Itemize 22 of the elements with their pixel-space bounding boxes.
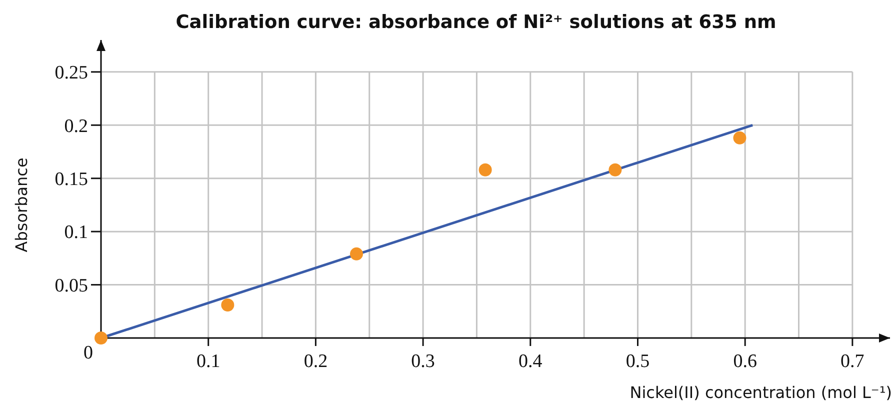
point	[94, 332, 108, 344]
y-tick-label: 0.1	[64, 222, 88, 244]
y-tick-label: 0.05	[54, 275, 88, 296]
x-tick-label: 0.1	[196, 351, 220, 372]
x-axis-title: Nickel(II) concentration (mol L⁻¹)	[630, 383, 892, 402]
x-tick-label: 0.3	[411, 351, 435, 372]
point	[478, 163, 492, 176]
x-tick-label: 0.7	[840, 351, 864, 372]
point	[733, 131, 746, 144]
y-axis-title: Absorbance	[12, 158, 31, 252]
y-tick-label: 0.25	[54, 62, 88, 84]
point	[350, 247, 363, 260]
x-tick-label: 0.2	[304, 351, 328, 372]
x-tick-label: 0.6	[733, 351, 757, 372]
point	[221, 298, 234, 312]
point	[608, 163, 622, 176]
y-tick-label: 0.2	[64, 116, 88, 137]
chart-title: Calibration curve: absorbance of Ni²⁺ solutions at 635 nm	[176, 12, 776, 33]
x-tick-label: 0.5	[626, 351, 650, 372]
x-tick-label: 0.4	[518, 351, 543, 372]
y-tick-label: 0.15	[54, 169, 88, 190]
y-tick-label: 0	[84, 342, 93, 364]
